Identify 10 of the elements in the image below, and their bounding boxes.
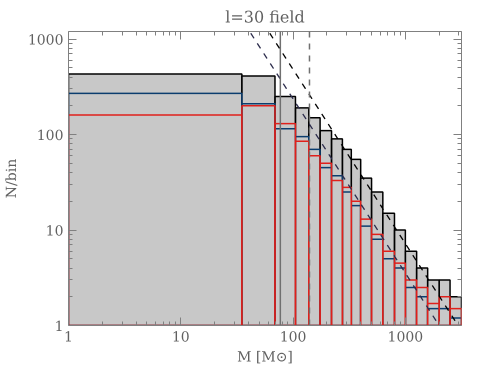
y-tick-label: 1 (54, 319, 64, 335)
chart-title: l=30 field (225, 8, 305, 26)
y-tick-label: 10 (46, 224, 64, 240)
x-tick-label: 10 (172, 330, 190, 346)
y-tick-label: 100 (36, 128, 64, 144)
x-axis-title: M [M⊙] (237, 350, 293, 366)
y-axis-title: N/bin (4, 158, 20, 198)
x-tick-label: 100 (280, 330, 306, 346)
y-tick-label: 1000 (28, 32, 64, 49)
x-tick-label: 1000 (388, 330, 424, 346)
